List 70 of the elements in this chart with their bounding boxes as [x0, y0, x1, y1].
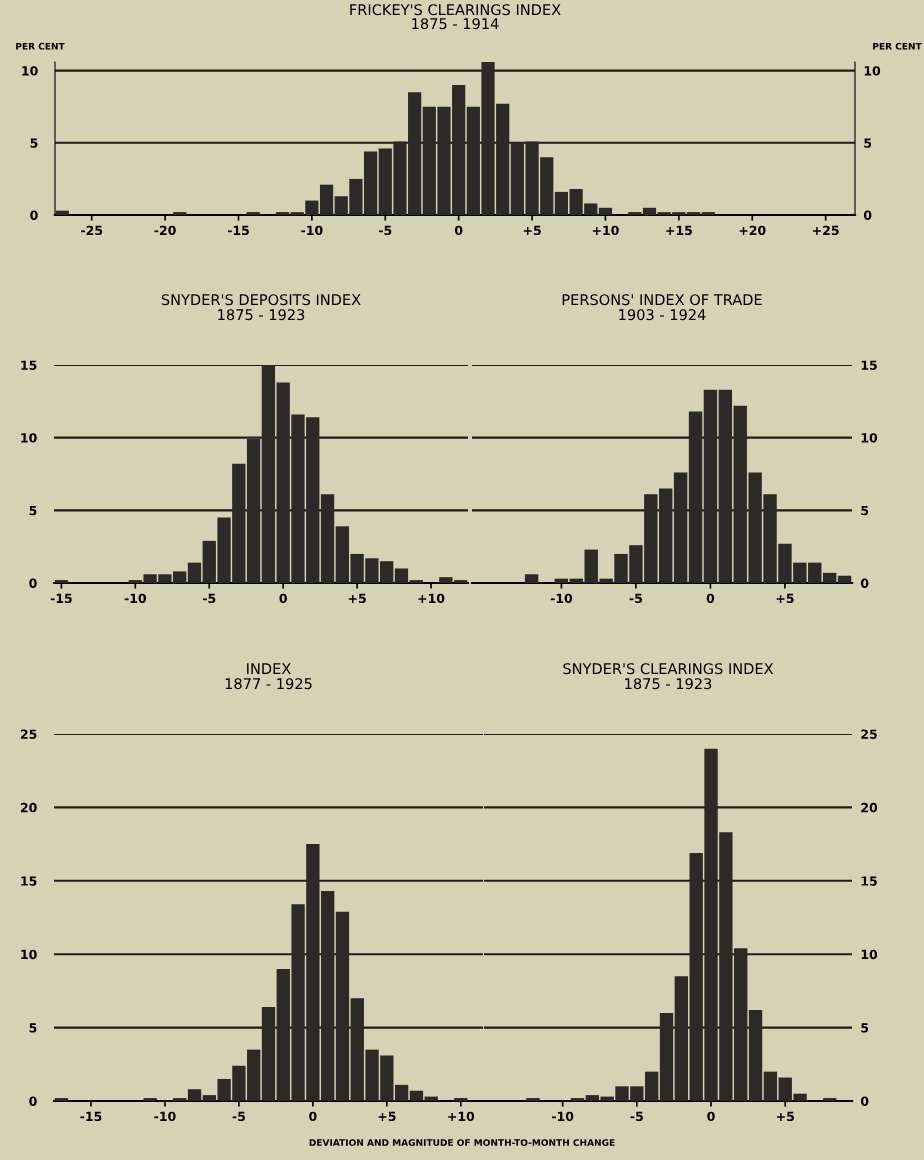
x-tick-label: +5	[348, 593, 366, 604]
chart-subtitle: 1875 - 1923	[625, 678, 712, 690]
y2-tick-label: 10	[864, 66, 881, 76]
x-tick-label: -10	[124, 593, 147, 604]
x-tick-label: -10	[301, 225, 323, 236]
y2-tick-label: 5	[861, 1023, 869, 1033]
x-tick-label: +15	[666, 225, 692, 236]
y-tick-label: 15	[21, 876, 37, 886]
y-tick-label: 0	[29, 578, 37, 588]
chart-title: INDEX	[247, 663, 291, 674]
x-tick-label: +5	[523, 225, 541, 236]
y-tick-label: 10	[21, 949, 37, 960]
y2-tick-label: 0	[863, 210, 872, 220]
x-tick-label: +10	[448, 1111, 475, 1122]
x-tick-label: -10	[154, 1111, 176, 1122]
y2-tick-label: 5	[864, 138, 872, 148]
x-tick-label: -5	[379, 225, 392, 236]
y2-tick-label: 20	[861, 802, 878, 813]
x-tick-label: +25	[813, 225, 839, 236]
y-tick-label: 25	[20, 729, 37, 739]
x-tick-label: -10	[550, 593, 573, 604]
chart-title: SNYDER'S DEPOSITS INDEX	[161, 294, 361, 306]
y2-axis-title: PER CENT	[873, 42, 922, 50]
x-tick-label: 0	[279, 593, 287, 604]
x-tick-label: -15	[50, 593, 72, 604]
chart-title: PERSONS' INDEX OF TRADE	[562, 294, 762, 306]
x-tick-label: -20	[154, 225, 176, 236]
x-tick-label: +10	[418, 593, 445, 604]
x-tick-label: +5	[776, 593, 794, 604]
x-tick-label: 0	[707, 1111, 715, 1122]
x-tick-label: -15	[80, 1111, 102, 1122]
y-axis-title: PER CENT	[16, 42, 65, 50]
chart-title: SNYDER'S CLEARINGS INDEX	[563, 663, 774, 675]
y-tick-label: 0	[30, 210, 38, 220]
x-tick-label: +10	[592, 225, 619, 236]
y2-tick-label: 0	[860, 1096, 869, 1106]
y-tick-label: 15	[21, 360, 37, 370]
y-tick-label: 10	[22, 66, 38, 76]
x-tick-label: -15	[227, 225, 249, 236]
y-tick-label: 5	[29, 505, 37, 516]
x-tick-label: 0	[454, 225, 463, 236]
y-tick-label: 20	[20, 802, 37, 813]
x-tick-label: -25	[81, 225, 103, 236]
y2-tick-label: 25	[861, 729, 877, 739]
x-axis-title: DEVIATION AND MAGNITUDE OF MONTH-TO-MONTH CHANGE	[309, 1139, 615, 1146]
x-tick-label: +20	[739, 225, 766, 236]
chart-subtitle: 1875 - 1914	[412, 18, 499, 30]
y-tick-label: 5	[29, 1023, 37, 1033]
chart-subtitle: 1875 - 1923	[218, 309, 305, 321]
x-tick-label: -5	[232, 1111, 245, 1122]
chart-subtitle: 1877 - 1925	[225, 678, 312, 690]
x-tick-label: +5	[776, 1111, 794, 1122]
y2-tick-label: 5	[861, 505, 869, 516]
y-tick-label: 5	[30, 138, 38, 148]
x-tick-label: 0	[706, 593, 715, 604]
y2-tick-label: 10	[861, 433, 878, 443]
x-tick-label: -5	[630, 1111, 643, 1122]
chart-title: FRICKEY'S CLEARINGS INDEX	[350, 4, 561, 16]
x-tick-label: -5	[202, 593, 216, 604]
chart-subtitle: 1903 - 1924	[619, 309, 706, 321]
y-tick-label: 0	[29, 1096, 37, 1106]
x-tick-label: -5	[629, 593, 642, 604]
x-tick-label: 0	[309, 1111, 317, 1122]
y-tick-label: 10	[21, 433, 37, 443]
y2-tick-label: 10	[861, 949, 878, 960]
y2-tick-label: 0	[860, 578, 869, 588]
y2-tick-label: 15	[861, 876, 877, 886]
y2-tick-label: 15	[861, 360, 877, 370]
x-tick-label: -10	[552, 1111, 574, 1122]
x-tick-label: +5	[378, 1111, 396, 1122]
